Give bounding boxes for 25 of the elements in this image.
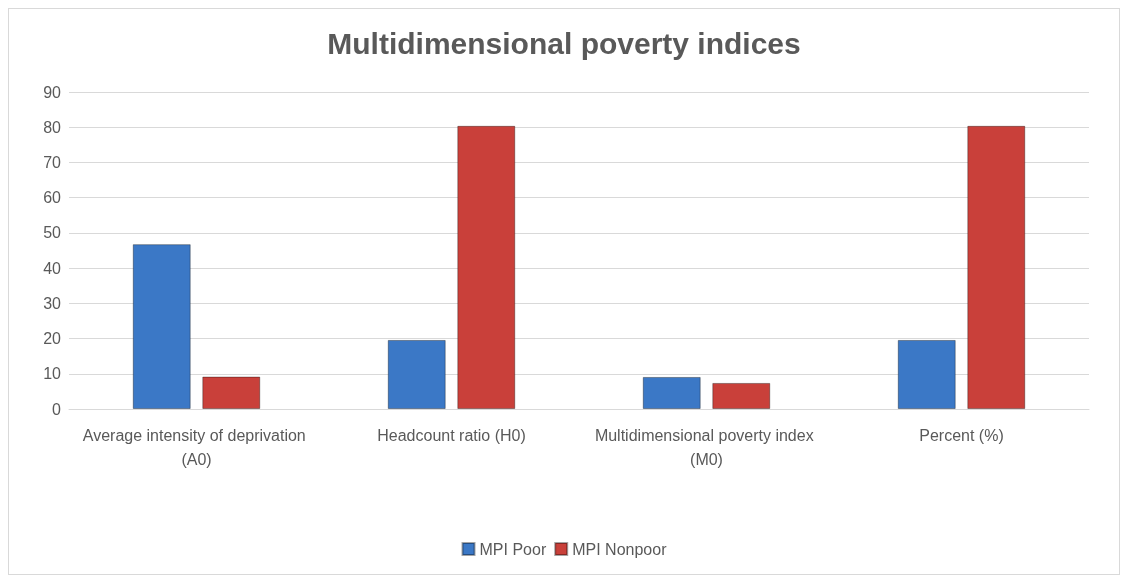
y-tick-label: 0 [52, 400, 62, 418]
y-tick-label: 20 [43, 330, 62, 348]
x-tick-label: Percent (%) [919, 426, 1004, 444]
bar [132, 244, 191, 409]
y-tick-label: 30 [43, 294, 62, 312]
bar [457, 125, 516, 409]
bar [712, 382, 771, 409]
bar [642, 376, 701, 409]
bar [897, 339, 956, 409]
y-tick-label: 80 [43, 118, 62, 136]
legend-label: MPI Poor [479, 540, 547, 558]
y-tick-label: 70 [43, 153, 62, 171]
y-tick-label: 60 [43, 189, 62, 207]
bar [967, 125, 1026, 409]
bar [202, 376, 261, 409]
y-tick-label: 90 [43, 83, 62, 101]
x-tick-label: Average intensity of deprivation (A0) [82, 426, 311, 468]
y-tick-label: 50 [43, 224, 62, 242]
bar [387, 339, 446, 409]
legend-label: MPI Nonpoor [572, 540, 668, 558]
chart-title: Multidimensional poverty indices [327, 26, 801, 60]
x-tick-label: Multidimensional poverty index (M0) [594, 426, 819, 468]
y-tick-label: 40 [43, 259, 62, 277]
x-tick-label: Headcount ratio (H0) [377, 426, 526, 444]
y-tick-label: 10 [43, 365, 62, 383]
